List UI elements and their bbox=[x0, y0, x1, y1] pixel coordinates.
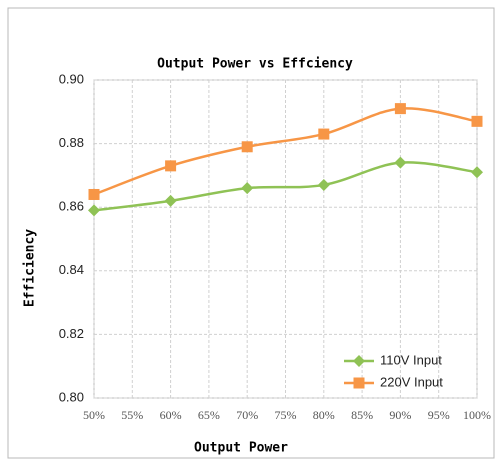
data-point bbox=[394, 156, 407, 169]
x-tick-label: 80% bbox=[313, 408, 335, 422]
x-tick-label: 55% bbox=[121, 408, 143, 422]
legend-label: 220V Input bbox=[380, 374, 443, 389]
x-tick-label: 95% bbox=[428, 408, 450, 422]
legend-marker bbox=[353, 377, 365, 389]
y-tick-label: 0.84 bbox=[59, 262, 84, 277]
y-axis-label: Efficiency bbox=[23, 229, 38, 307]
data-point bbox=[241, 141, 253, 153]
x-tick-label: 100% bbox=[463, 408, 491, 422]
data-point bbox=[241, 182, 254, 195]
y-tick-label: 0.90 bbox=[59, 71, 84, 86]
data-point bbox=[317, 178, 330, 191]
legend-label: 110V Input bbox=[380, 352, 442, 367]
chart-title: Output Power vs Effciency bbox=[157, 57, 353, 72]
x-tick-label: 75% bbox=[275, 408, 297, 422]
data-point bbox=[471, 166, 483, 179]
data-point bbox=[88, 204, 100, 217]
data-point bbox=[471, 115, 483, 127]
data-point bbox=[165, 160, 177, 172]
data-point bbox=[318, 128, 330, 140]
x-tick-label: 90% bbox=[389, 408, 411, 422]
data-point bbox=[164, 194, 177, 207]
x-tick-label: 70% bbox=[236, 408, 258, 422]
data-point bbox=[394, 103, 406, 115]
legend-marker bbox=[353, 355, 365, 367]
series-line bbox=[93, 161, 478, 212]
data-point bbox=[88, 188, 100, 200]
y-tick-label: 0.86 bbox=[59, 199, 84, 214]
x-tick-label: 60% bbox=[160, 408, 182, 422]
x-tick-label: 85% bbox=[351, 408, 373, 422]
y-tick-label: 0.88 bbox=[59, 135, 84, 150]
x-tick-label: 50% bbox=[83, 408, 105, 422]
y-tick-label: 0.80 bbox=[59, 389, 84, 404]
x-axis-label: Output Power bbox=[194, 441, 288, 456]
x-tick-label: 65% bbox=[198, 408, 220, 422]
y-tick-label: 0.82 bbox=[59, 326, 84, 341]
